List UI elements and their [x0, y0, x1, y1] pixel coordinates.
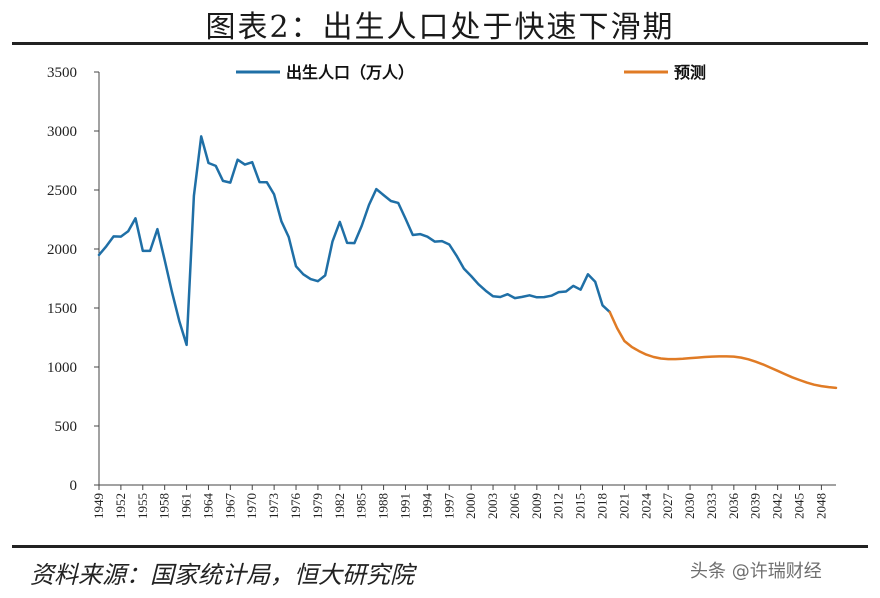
chart-legend: 出生人口（万人） 预测 — [236, 63, 706, 82]
page-title: 图表2：出生人口处于快速下滑期 — [205, 10, 675, 45]
x-tick-label: 2042 — [770, 493, 785, 519]
x-tick-label: 1970 — [244, 493, 259, 519]
legend-label: 出生人口（万人） — [286, 63, 414, 82]
x-tick-label: 1994 — [419, 493, 434, 520]
x-tick-label: 2036 — [726, 493, 741, 520]
source-note: 资料来源：国家统计局，恒大研究院 — [30, 561, 414, 589]
x-tick-label: 2000 — [463, 493, 478, 519]
title-divider — [12, 42, 868, 45]
x-tick-label: 2030 — [682, 493, 697, 519]
x-tick-label: 1976 — [288, 493, 303, 520]
source-divider — [12, 545, 868, 548]
x-tick-label: 1949 — [91, 493, 106, 519]
series-line-births — [97, 135, 612, 347]
birth-population-chart: 0 500 1000 1500 2000 2500 3000 3500 1949 1952 1955… — [47, 63, 838, 519]
x-tick-label: 2015 — [573, 493, 588, 519]
x-tick-label: 1979 — [310, 493, 325, 519]
x-tick-label: 1988 — [376, 493, 391, 519]
x-tick-label: 1985 — [354, 493, 369, 519]
x-tick-label: 1991 — [397, 493, 412, 519]
x-tick-label: 2012 — [551, 493, 566, 519]
series-line-forecast — [608, 310, 838, 390]
x-tick-label: 1967 — [222, 493, 237, 520]
x-tick-label: 1997 — [441, 493, 456, 520]
x-tick-label: 1973 — [266, 493, 281, 519]
y-tick-label: 0 — [70, 478, 78, 494]
y-tick-label: 500 — [55, 419, 78, 435]
x-tick-label: 1961 — [179, 493, 194, 519]
watermark: 头条 @许瑞财经 — [690, 561, 822, 582]
x-tick-label: 2027 — [660, 493, 675, 520]
x-tick-label: 1952 — [113, 493, 128, 519]
x-tick-label: 2018 — [594, 493, 609, 519]
y-tick-label: 1000 — [47, 360, 77, 376]
y-tick-label: 2500 — [47, 183, 77, 199]
x-tick-label: 1958 — [157, 493, 172, 519]
chart-series — [97, 135, 838, 390]
x-tick-label: 1955 — [135, 493, 150, 519]
x-tick-label: 2021 — [616, 493, 631, 519]
y-tick-label: 1500 — [47, 301, 77, 317]
legend-label: 预测 — [674, 63, 706, 82]
x-tick-label: 2024 — [638, 493, 653, 520]
y-tick-label: 3500 — [47, 65, 77, 81]
chart-axes: 0 500 1000 1500 2000 2500 3000 3500 1949 1952 1955… — [47, 65, 836, 519]
x-tick-label: 2033 — [704, 493, 719, 519]
x-tick-label: 1964 — [200, 493, 215, 520]
y-tick-label: 2000 — [47, 242, 77, 258]
x-tick-label: 2009 — [529, 493, 544, 519]
x-tick-label: 2048 — [813, 493, 828, 519]
x-tick-label: 2045 — [792, 493, 807, 519]
x-tick-label: 1982 — [332, 493, 347, 519]
y-tick-label: 3000 — [47, 124, 77, 140]
x-tick-label: 2006 — [507, 493, 522, 520]
x-tick-label: 2039 — [748, 493, 763, 519]
x-tick-label: 2003 — [485, 493, 500, 519]
